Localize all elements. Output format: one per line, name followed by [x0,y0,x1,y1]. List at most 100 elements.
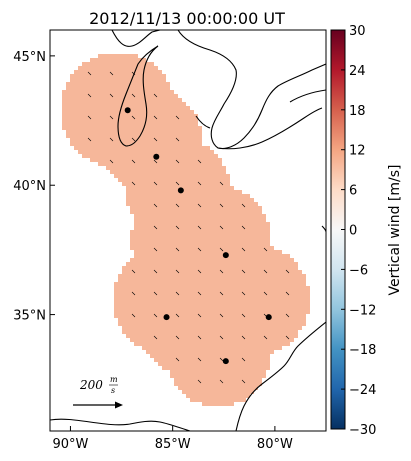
wind-vector [175,269,180,274]
lon-tick-label: 80°W [257,437,293,452]
wind-vector [153,313,158,318]
wind-vector [197,269,202,274]
wind-vector [197,181,202,186]
station-marker [177,187,184,194]
wind-vector [263,247,268,252]
wind-vector [197,225,202,230]
colorbar-tick-label: 30 [349,24,366,39]
wind-vector [197,291,202,296]
station-marker [153,153,160,160]
colorbar-tick-label: 24 [349,64,366,79]
lake-huron-outline [177,30,326,150]
colorbar: 30 24 18 12 6 0 −6 −12 −18 −24 −30 Vertical wind [… [330,24,403,438]
wind-vector [241,379,246,384]
wind-vector [131,93,136,98]
wind-vector [153,225,158,230]
wind-vector [175,159,180,164]
wind-vector [263,291,268,296]
lat-axis: 45°N 40°N 35°N [13,50,55,324]
colorbar-tick-label: −12 [349,303,376,318]
colorbar-tick-label: 18 [349,104,366,119]
wind-vector [175,313,180,318]
map-panel: 200 m s [50,30,326,431]
lake-erie-outline [217,107,323,150]
lake-michigan-outline [117,45,159,147]
lon-axis: 90°W 85°W 80°W [52,426,293,452]
wind-vector [175,225,180,230]
station-marker [124,107,131,114]
wind-vector [285,335,290,340]
wind-vector [197,357,202,362]
wind-field-cells [62,54,310,406]
reference-vector-units-den: s [111,386,115,395]
wind-vector [241,203,246,208]
wind-vector [219,379,224,384]
wind-vector [241,357,246,362]
lon-tick-label: 85°W [155,437,191,452]
wind-vectors [87,71,290,384]
wind-vector [175,291,180,296]
colorbar-tick-label: −18 [349,343,376,358]
wind-vector [109,159,114,164]
colorbar-tick-label: 6 [349,184,357,199]
lat-tick-label: 40°N [13,179,46,194]
wind-vector [285,269,290,274]
wind-vector [241,335,246,340]
wind-vector [153,291,158,296]
wind-vector [175,115,180,120]
station-marker [222,252,229,259]
map-frame [49,29,327,432]
wind-vector [153,247,158,252]
wind-vector [263,335,268,340]
wind-vector [285,313,290,318]
wind-vector [175,357,180,362]
wind-vector [153,93,158,98]
lon-tick-label: 90°W [52,437,88,452]
wind-vector [219,357,224,362]
wind-vector [153,269,158,274]
map-title: 2012/11/13 00:00:00 UT [89,9,285,28]
colorbar-tick-label: −30 [349,423,376,438]
wind-vector [153,115,158,120]
wind-vector [131,159,136,164]
colorbar-tick-label: 12 [349,144,366,159]
wind-vector [197,313,202,318]
wind-vector [219,225,224,230]
wind-vector [131,313,136,318]
wind-vector [219,203,224,208]
wind-vector [109,93,114,98]
coastlines [50,30,326,431]
wind-vector [197,335,202,340]
wind-vector [241,247,246,252]
wind-vector [87,115,92,120]
wind-vector [263,269,268,274]
lat-tick-label: 45°N [13,50,46,65]
lat-tick-label: 35°N [13,309,46,324]
wind-vector [175,335,180,340]
wind-vector [285,291,290,296]
wind-vector [131,291,136,296]
reference-vector-value: 200 [79,378,103,392]
wind-vector [197,379,202,384]
wind-vector [175,247,180,252]
lake-ontario-outline [289,89,326,103]
lake-superior-outline [111,30,161,47]
wind-vector [197,203,202,208]
colorbar-tick-label: −24 [349,383,376,398]
wind-vector [219,335,224,340]
wind-vector [153,335,158,340]
wind-vector [197,247,202,252]
colorbar-tick-label: −6 [349,263,368,278]
wind-vector [131,137,136,142]
wind-vector [197,159,202,164]
wind-vector [109,115,114,120]
wind-vector [175,137,180,142]
wind-vector [131,269,136,274]
wind-vector [241,269,246,274]
wind-vector [241,225,246,230]
wind-vector [87,137,92,142]
wind-vector [219,181,224,186]
colorbar-label: Vertical wind [m/s] [387,165,403,296]
reference-vector-units-num: m [110,375,118,384]
